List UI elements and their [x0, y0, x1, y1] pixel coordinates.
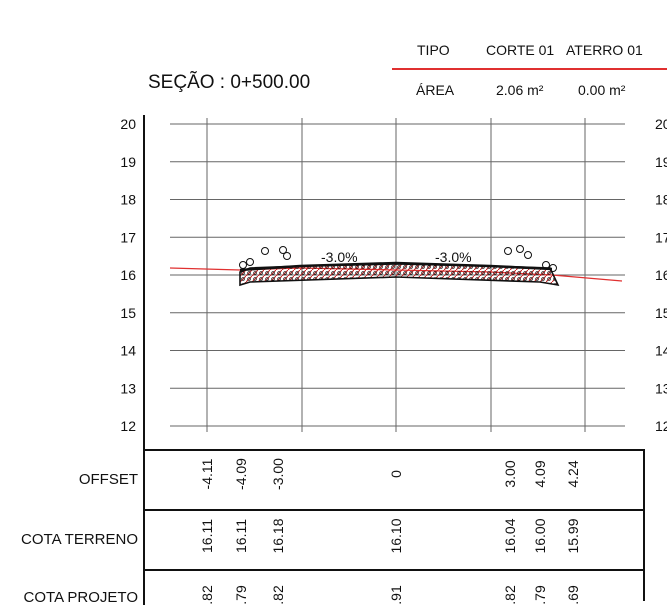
slope-label: -3.0%: [435, 249, 472, 265]
node-marker: [239, 261, 247, 269]
table-cell: 3.00: [502, 460, 518, 488]
table-cell: -4.11: [199, 458, 215, 490]
table-cell: .79: [532, 585, 548, 605]
y-tick-label-left: 18: [120, 192, 136, 208]
table-cell: 0: [388, 470, 404, 478]
table-cell: 16.18: [270, 518, 286, 554]
y-tick-label-left: 17: [120, 229, 136, 245]
y-tick-label-left: 19: [120, 154, 136, 170]
table-cell: .82: [199, 585, 215, 605]
table-cell: .82: [270, 585, 286, 605]
y-tick-label-right: 20: [655, 116, 667, 132]
table-cell: 16.11: [233, 519, 249, 553]
row-label-cota-projeto: COTA PROJETO: [23, 589, 138, 606]
table-cell: -4.09: [233, 458, 249, 490]
tipo-label: TIPO: [417, 42, 450, 58]
node-marker: [524, 251, 532, 259]
node-marker: [542, 261, 550, 269]
y-tick-label-left: 20: [120, 116, 136, 132]
table-cell: 4.24: [565, 460, 581, 488]
road-surface-line: [239, 261, 553, 272]
area-label: ÁREA: [416, 82, 455, 98]
y-tick-label-right: 12: [655, 418, 667, 434]
node-marker: [283, 252, 291, 260]
slope-label: -3.0%: [321, 249, 358, 265]
node-marker: [549, 264, 557, 272]
aterro-area: 0.00 m²: [578, 82, 626, 98]
node-marker: [516, 245, 524, 253]
y-tick-label-right: 13: [655, 380, 667, 396]
y-tick-label-left: 16: [120, 267, 136, 283]
node-marker: [504, 247, 512, 255]
row-label-offset: OFFSET: [78, 471, 138, 488]
table-cell: 15.99: [565, 518, 581, 554]
table-row-line: [143, 569, 644, 571]
node-marker: [261, 247, 269, 255]
header-divider: [392, 68, 667, 70]
table-cell: 16.11: [199, 519, 215, 553]
y-tick-label-right: 15: [655, 305, 667, 321]
table-right-line: [643, 449, 645, 601]
aterro-tipo: ATERRO 01: [566, 42, 643, 58]
table-cell: .91: [388, 585, 404, 605]
table-row-line: [143, 449, 644, 451]
y-tick-label-right: 14: [655, 343, 667, 359]
table-cell: 16.04: [502, 518, 518, 554]
table-cell: .69: [565, 585, 581, 605]
y-tick-label-left: 15: [120, 305, 136, 321]
y-tick-label-right: 16: [655, 267, 667, 283]
table-cell: 16.10: [388, 518, 404, 554]
section-title: SEÇÃO : 0+500.00: [148, 72, 311, 93]
corte-area: 2.06 m²: [496, 82, 544, 98]
row-label-cota-terreno: COTA TERRENO: [21, 531, 138, 548]
table-outer-line: [143, 115, 145, 605]
y-tick-label-left: 12: [120, 418, 136, 434]
y-tick-label-right: 19: [655, 154, 667, 170]
table-cell: 4.09: [532, 460, 548, 488]
table-cell: 16.00: [532, 518, 548, 554]
y-tick-label-left: 14: [120, 343, 136, 359]
node-marker: [279, 246, 287, 254]
table-cell: .79: [233, 585, 249, 605]
y-tick-label-right: 18: [655, 192, 667, 208]
table-cell: .82: [502, 585, 518, 605]
table-row-line: [143, 509, 644, 511]
y-tick-label-right: 17: [655, 229, 667, 245]
node-marker: [246, 258, 254, 266]
table-cell: -3.00: [270, 458, 286, 490]
corte-tipo: CORTE 01: [486, 42, 555, 58]
y-tick-label-left: 13: [120, 380, 136, 396]
